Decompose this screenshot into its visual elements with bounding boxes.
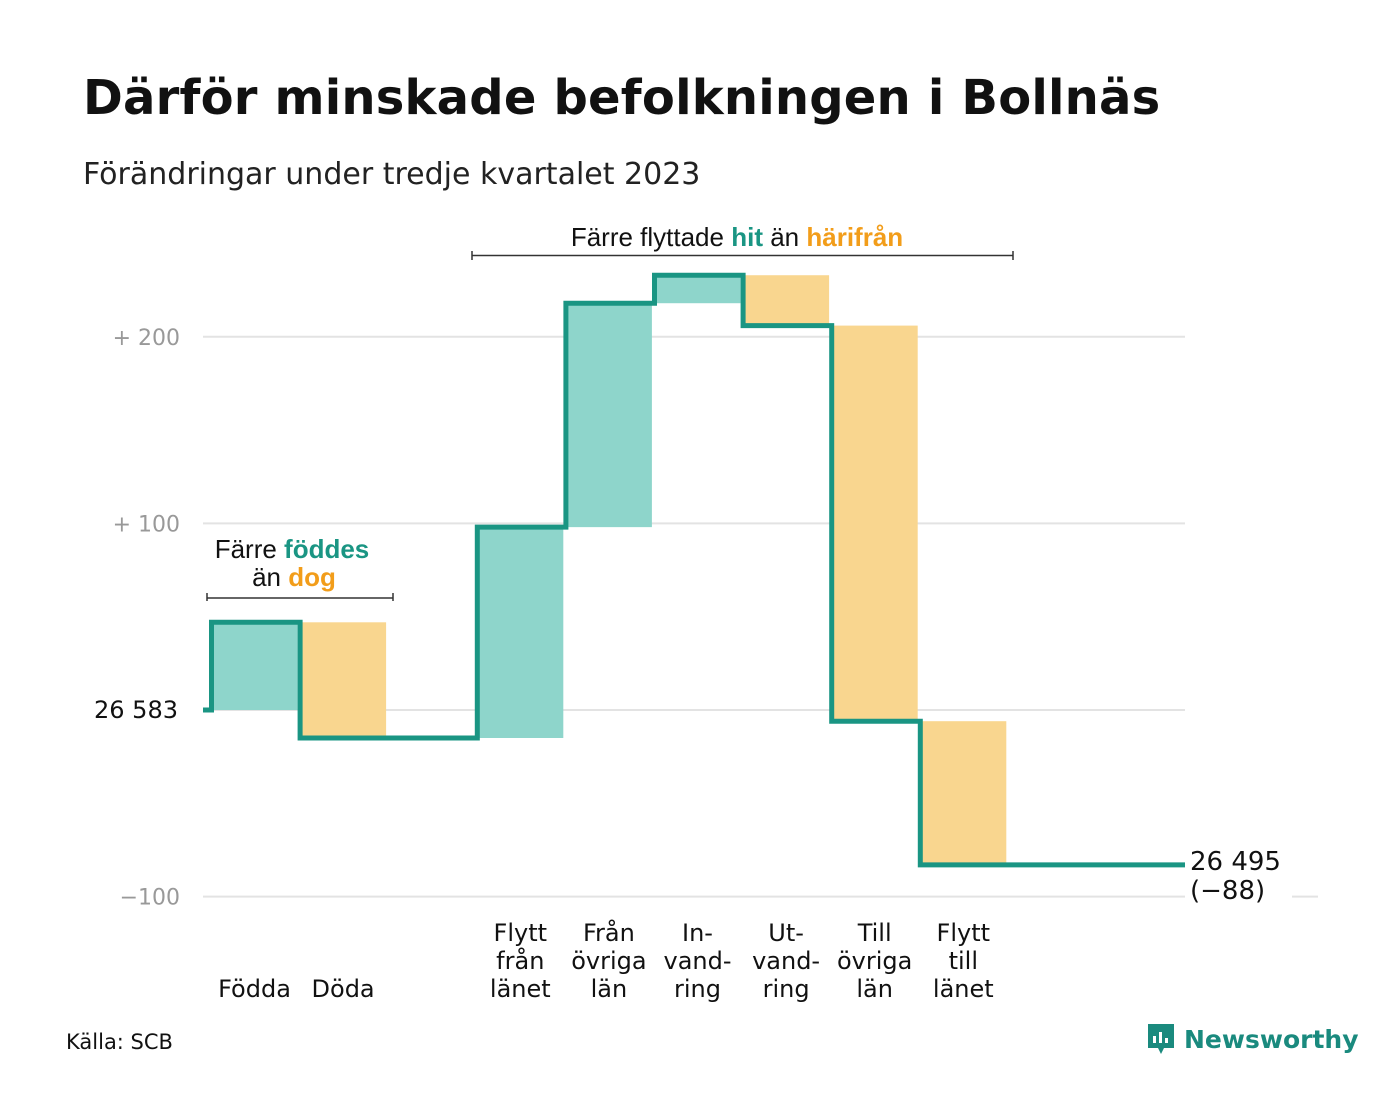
decrease-bar bbox=[831, 325, 918, 722]
annotation-births-deaths: Färre föddes bbox=[215, 534, 370, 564]
increase-bar bbox=[477, 527, 564, 738]
category-label: Flytt bbox=[494, 919, 548, 947]
category-label: län bbox=[856, 975, 893, 1003]
category-label: övriga bbox=[837, 947, 912, 975]
annotation-bracket bbox=[206, 593, 394, 601]
annotation-migration: Färre flyttade hit än härifrån bbox=[571, 222, 903, 252]
decrease-bar bbox=[743, 275, 830, 326]
annotation-text-part: hit bbox=[731, 222, 763, 252]
brand-logo[interactable]: Newsworthy bbox=[1146, 1022, 1359, 1056]
category-label: ring bbox=[674, 975, 721, 1003]
source-note: Källa: SCB bbox=[66, 1030, 173, 1054]
category-label: övriga bbox=[571, 947, 646, 975]
category-label: Döda bbox=[312, 975, 375, 1003]
brand-name: Newsworthy bbox=[1184, 1024, 1359, 1054]
category-label: från bbox=[496, 946, 544, 975]
increase-bar bbox=[654, 275, 741, 304]
newsworthy-logo-icon bbox=[1148, 1024, 1174, 1054]
y-tick-label: −100 bbox=[120, 886, 180, 911]
annotation-bracket bbox=[471, 251, 1014, 260]
category-label: länet bbox=[933, 975, 994, 1003]
chart-title: Därför minskade befolkningen i Bollnäs bbox=[83, 70, 1161, 126]
category-label: Från bbox=[583, 918, 635, 947]
increase-bar bbox=[211, 622, 298, 710]
category-label: till bbox=[949, 947, 978, 975]
end-change-label: (−88) bbox=[1190, 876, 1265, 906]
decrease-bar bbox=[300, 622, 387, 738]
category-label: Till bbox=[857, 919, 892, 947]
chart-subtitle: Förändringar under tredje kvartalet 2023 bbox=[83, 157, 701, 192]
increase-bar bbox=[565, 303, 652, 528]
category-label: vand- bbox=[663, 947, 731, 975]
annotation-text-part: föddes bbox=[284, 534, 369, 564]
end-value-label: 26 495 bbox=[1190, 847, 1281, 877]
y-tick-label: + 200 bbox=[113, 326, 180, 351]
annotation-births-deaths-line2: än dog bbox=[252, 562, 336, 592]
annotation-text-part: Färre bbox=[215, 534, 284, 564]
annotation-text-part: dog bbox=[288, 562, 336, 592]
category-label: vand- bbox=[752, 947, 820, 975]
category-label: Ut- bbox=[768, 919, 804, 947]
y-tick-label: + 100 bbox=[113, 512, 180, 537]
annotation-text-part: Färre flyttade bbox=[571, 222, 731, 252]
category-label: ring bbox=[763, 975, 810, 1003]
annotation-text-part: härifrån bbox=[806, 222, 903, 252]
category-label: In- bbox=[682, 919, 713, 947]
category-label: län bbox=[591, 975, 628, 1003]
category-label: Flytt bbox=[937, 919, 991, 947]
category-label: länet bbox=[490, 975, 551, 1003]
decrease-bar bbox=[920, 721, 1007, 865]
annotation-text-part: än bbox=[252, 562, 288, 592]
cumulative-line bbox=[203, 272, 1185, 868]
start-value-label: 26 583 bbox=[94, 696, 178, 724]
annotation-text-part: än bbox=[763, 222, 806, 252]
category-label: Födda bbox=[218, 975, 291, 1003]
